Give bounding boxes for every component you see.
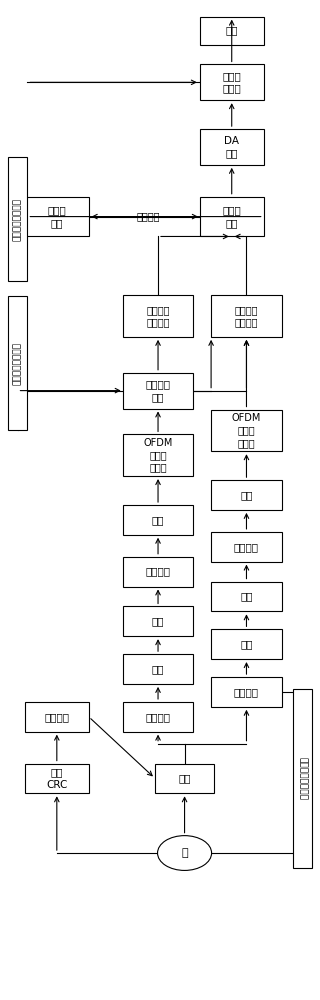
Ellipse shape bbox=[157, 836, 212, 870]
FancyBboxPatch shape bbox=[123, 606, 193, 636]
FancyBboxPatch shape bbox=[8, 296, 27, 430]
Text: 分段: 分段 bbox=[152, 616, 164, 626]
Text: 频道生
成器: 频道生 成器 bbox=[47, 205, 66, 228]
FancyBboxPatch shape bbox=[200, 129, 264, 165]
FancyBboxPatch shape bbox=[293, 689, 312, 868]
Text: 跳频频率序列信息: 跳频频率序列信息 bbox=[13, 198, 22, 241]
Text: 信道编码: 信道编码 bbox=[234, 687, 259, 697]
Text: 加扰: 加扰 bbox=[240, 490, 253, 500]
FancyBboxPatch shape bbox=[200, 197, 264, 236]
FancyBboxPatch shape bbox=[123, 373, 193, 409]
FancyBboxPatch shape bbox=[123, 434, 193, 476]
FancyBboxPatch shape bbox=[8, 157, 27, 281]
Text: 插入解调
保护间隔: 插入解调 保护间隔 bbox=[146, 305, 170, 327]
Text: 插入跳频
保护间隔: 插入跳频 保护间隔 bbox=[235, 305, 258, 327]
Text: 交织: 交织 bbox=[240, 639, 253, 649]
Text: 射频信
道模块: 射频信 道模块 bbox=[222, 71, 241, 94]
Text: 跳频频率序列信息: 跳频频率序列信息 bbox=[13, 342, 22, 385]
Text: 交织: 交织 bbox=[152, 664, 164, 674]
FancyBboxPatch shape bbox=[211, 677, 282, 707]
Text: 合并: 合并 bbox=[178, 773, 191, 783]
Text: 源: 源 bbox=[181, 848, 188, 858]
Text: 插入同步
字段: 插入同步 字段 bbox=[146, 379, 171, 402]
FancyBboxPatch shape bbox=[200, 17, 264, 45]
FancyBboxPatch shape bbox=[25, 764, 89, 793]
Text: 信道编码: 信道编码 bbox=[44, 712, 69, 722]
FancyBboxPatch shape bbox=[123, 654, 193, 684]
Text: 添加
CRC: 添加 CRC bbox=[46, 767, 68, 790]
Text: 插入导频: 插入导频 bbox=[146, 567, 171, 577]
Text: DA
变换: DA 变换 bbox=[224, 136, 239, 158]
Text: 加扰: 加扰 bbox=[152, 515, 164, 525]
Text: 成帧控
制器: 成帧控 制器 bbox=[222, 205, 241, 228]
FancyBboxPatch shape bbox=[211, 480, 282, 510]
FancyBboxPatch shape bbox=[211, 629, 282, 659]
Text: OFDM
频域符
号映射: OFDM 频域符 号映射 bbox=[232, 413, 261, 448]
Text: 信源数据输出长度: 信源数据输出长度 bbox=[298, 757, 307, 800]
FancyBboxPatch shape bbox=[123, 295, 193, 337]
FancyBboxPatch shape bbox=[123, 702, 193, 732]
Text: 分段: 分段 bbox=[240, 591, 253, 601]
FancyBboxPatch shape bbox=[211, 582, 282, 611]
FancyBboxPatch shape bbox=[155, 764, 214, 793]
FancyBboxPatch shape bbox=[200, 64, 264, 100]
Text: 信道编码: 信道编码 bbox=[146, 712, 171, 722]
FancyBboxPatch shape bbox=[25, 197, 89, 236]
Text: 插入导频: 插入导频 bbox=[234, 542, 259, 552]
Text: 天线: 天线 bbox=[226, 26, 238, 36]
FancyBboxPatch shape bbox=[211, 410, 282, 451]
FancyBboxPatch shape bbox=[123, 505, 193, 535]
FancyBboxPatch shape bbox=[123, 557, 193, 587]
Text: OFDM
频域符
号映射: OFDM 频域符 号映射 bbox=[143, 438, 173, 473]
FancyBboxPatch shape bbox=[211, 532, 282, 562]
FancyBboxPatch shape bbox=[25, 702, 89, 732]
Text: 时间同步: 时间同步 bbox=[136, 212, 160, 222]
FancyBboxPatch shape bbox=[211, 295, 282, 337]
